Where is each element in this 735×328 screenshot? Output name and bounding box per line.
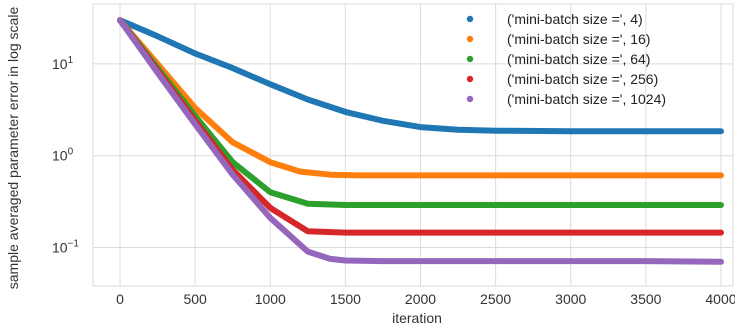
series-line-5 <box>117 17 724 265</box>
legend-marker <box>466 55 474 63</box>
x-tick-label: 4000 <box>705 291 735 307</box>
x-tick-label: 2500 <box>480 291 511 307</box>
legend-label: ('mini-batch size =', 64) <box>507 51 650 67</box>
plot-area <box>92 3 734 287</box>
series-lines <box>117 17 724 265</box>
x-tick-labels: 0 500 1000 1500 2000 2500 3000 3500 4000 <box>116 291 735 307</box>
x-tick-label: 3500 <box>630 291 661 307</box>
y-tick-label: 10−1 <box>52 238 79 255</box>
legend-marker <box>466 35 474 43</box>
x-tick-label: 3000 <box>555 291 586 307</box>
legend-marker <box>466 75 474 83</box>
legend-marker <box>466 95 474 103</box>
x-tick-label: 1000 <box>255 291 286 307</box>
x-axis-label: iteration <box>392 310 442 326</box>
series-line-1 <box>117 17 724 135</box>
legend-marker <box>466 15 474 23</box>
x-tick-label: 2000 <box>405 291 436 307</box>
y-tick-label: 100 <box>52 147 74 164</box>
x-tick-label: 500 <box>183 291 207 307</box>
series-line-2 <box>117 17 724 179</box>
legend-label: ('mini-batch size =', 256) <box>507 71 658 87</box>
legend-label: ('mini-batch size =', 4) <box>507 11 643 27</box>
y-gridlines <box>93 63 733 248</box>
legend-label: ('mini-batch size =', 16) <box>507 31 650 47</box>
legend-label: ('mini-batch size =', 1024) <box>507 91 666 107</box>
y-tick-label: 101 <box>52 55 74 72</box>
y-tick-labels: 101 100 10−1 <box>52 55 79 256</box>
x-tick-label: 0 <box>116 291 124 307</box>
y-axis-label: sample averaged parameter error in log s… <box>5 7 21 290</box>
legend: ('mini-batch size =', 4) ('mini-batch siz… <box>466 11 666 107</box>
x-tick-label: 1500 <box>330 291 361 307</box>
